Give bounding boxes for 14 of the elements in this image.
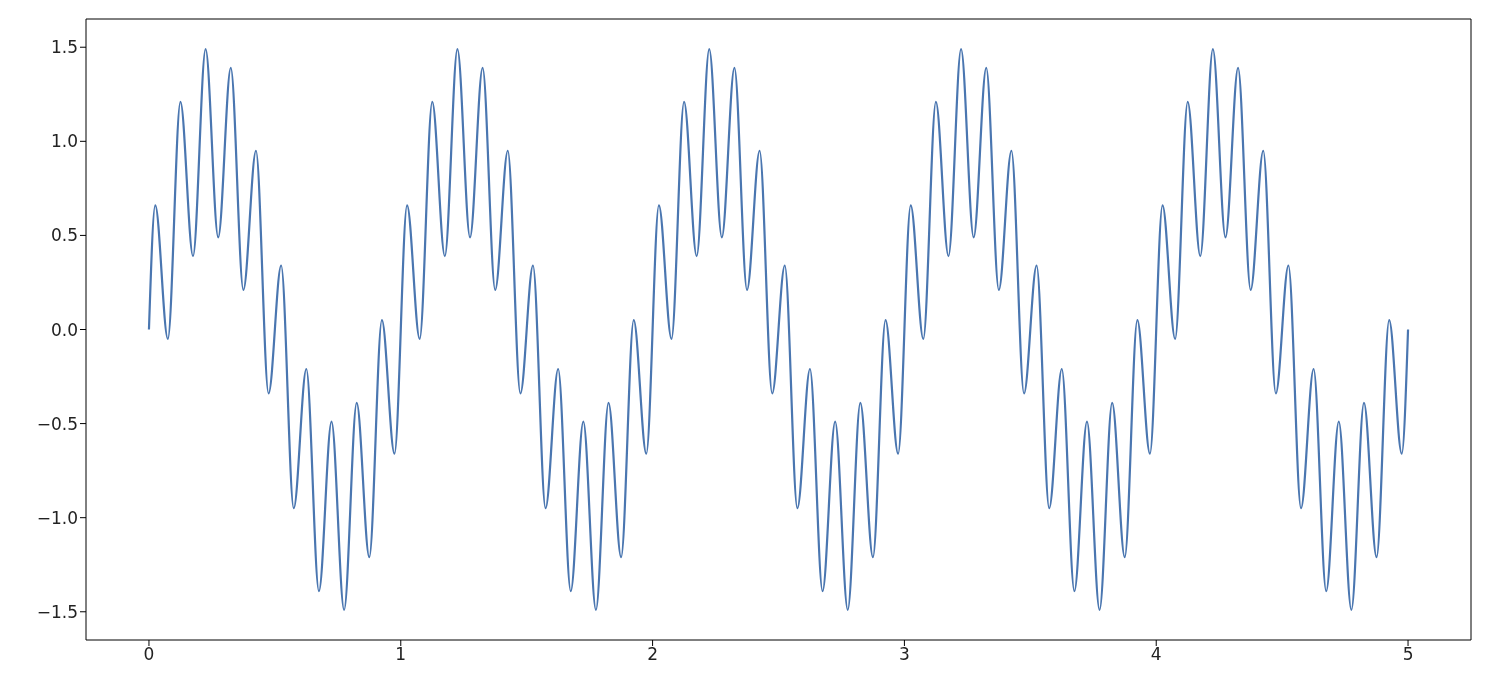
x-tick-label: 4: [1150, 644, 1162, 665]
y-tick-label: 0.0: [50, 319, 78, 340]
y-tick-label: −1.0: [36, 507, 78, 528]
y-tick-label: 1.0: [50, 131, 78, 152]
y-tick-label: 0.5: [50, 225, 78, 246]
y-tick-label: −1.5: [36, 601, 78, 622]
x-tick-label: 5: [1402, 644, 1414, 665]
y-tick-label: −0.5: [36, 413, 78, 434]
x-tick-label: 0: [143, 644, 155, 665]
x-tick-label: 2: [647, 644, 658, 665]
x-tick-label: 1: [395, 644, 407, 665]
line-series: [147, 48, 1410, 611]
y-tick-label: 1.5: [50, 37, 78, 58]
x-tick-label: 3: [899, 644, 910, 665]
